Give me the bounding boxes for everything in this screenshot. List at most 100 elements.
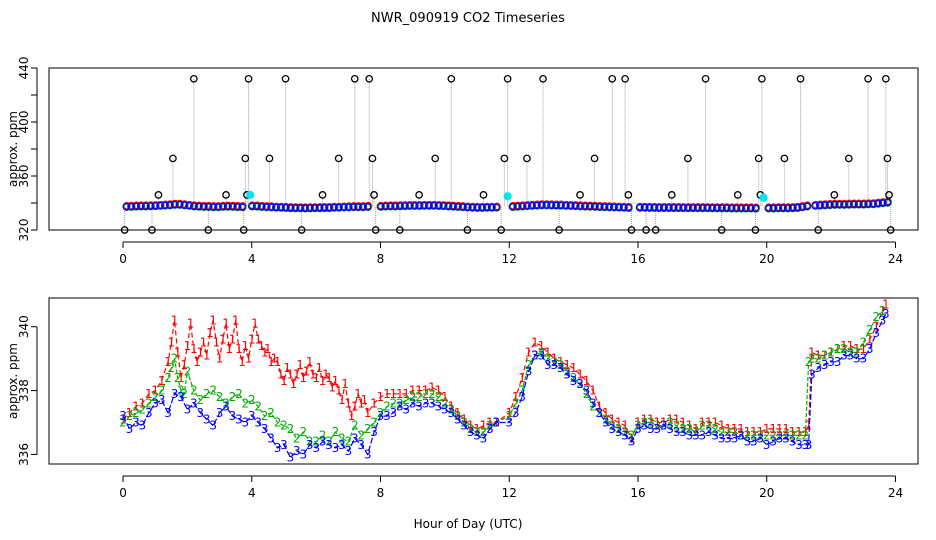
- series-point-1: 1: [261, 345, 269, 359]
- series-line-2: [122, 310, 884, 443]
- raw-point: [624, 203, 633, 212]
- raw-point: [439, 202, 448, 210]
- raw-point: [325, 204, 333, 212]
- series-point-3: 3: [847, 348, 855, 362]
- raw-point: [161, 201, 169, 210]
- series-point-2: 2: [357, 428, 365, 442]
- series-point-2: 2: [737, 428, 745, 442]
- series-point-3: 3: [242, 416, 250, 430]
- outlier-point: [368, 154, 377, 163]
- series-point-1: 1: [583, 374, 591, 388]
- outlier-point: [334, 154, 343, 163]
- outlier-point: [651, 226, 660, 234]
- top-panel: 0 4 8 12 16 20 24 320 360 400 440 approx. ppm: [6, 57, 919, 266]
- raw-point: [815, 201, 824, 210]
- raw-point: [492, 203, 501, 212]
- series-point-2: 2: [718, 425, 726, 439]
- raw-point: [722, 204, 731, 212]
- series-point-3: 3: [615, 425, 623, 439]
- series-point-1: 1: [853, 342, 861, 356]
- outlier-point: [350, 74, 359, 83]
- series-point-2: 2: [145, 396, 153, 410]
- series-point-2: 2: [705, 419, 713, 433]
- series-point-2: 2: [435, 390, 443, 404]
- raw-point: [585, 202, 594, 211]
- series-point-3: 3: [190, 396, 198, 410]
- series-point-2: 2: [119, 416, 127, 430]
- series-point-2: 2: [473, 425, 481, 439]
- series-point-1: 1: [538, 339, 546, 353]
- series-point-2: 2: [209, 384, 217, 398]
- raw-point: [508, 202, 517, 211]
- series-point-2: 2: [621, 425, 629, 439]
- raw-point: [405, 201, 414, 210]
- series-point-1: 1: [647, 412, 655, 426]
- series-point-3: 3: [396, 400, 404, 414]
- series-point-1: 1: [402, 387, 410, 401]
- series-point-1: 1: [309, 368, 317, 382]
- outlier-point: [154, 191, 163, 199]
- series-point-2: 2: [583, 387, 591, 401]
- series-point-1: 1: [167, 336, 175, 350]
- series-point-1: 1: [370, 396, 378, 410]
- series-point-2: 2: [789, 428, 797, 442]
- raw-point: [301, 204, 309, 213]
- raw-point: [669, 204, 678, 212]
- raw-point: [825, 201, 834, 209]
- raw-point: [883, 198, 892, 207]
- series-point-2: 2: [679, 422, 687, 436]
- series-point-2: 2: [834, 342, 842, 356]
- series-point-1: 1: [686, 419, 694, 433]
- series-point-1: 1: [512, 390, 520, 404]
- outlier-point: [684, 154, 692, 163]
- outlier-point: [120, 226, 129, 234]
- series-point-3: 3: [544, 358, 552, 372]
- outlier-point: [780, 154, 789, 163]
- series-point-3: 3: [287, 451, 295, 465]
- raw-point: [693, 204, 702, 212]
- series-point-1: 1: [505, 406, 513, 420]
- series-point-3: 3: [319, 435, 327, 449]
- series-point-3: 3: [608, 422, 616, 436]
- series-point-2: 2: [190, 384, 198, 398]
- series-point-1: 1: [254, 333, 262, 347]
- series-point-3: 3: [493, 416, 501, 430]
- raw-point: [463, 203, 472, 212]
- series-point-3: 3: [563, 368, 571, 382]
- series-point-2: 2: [364, 422, 372, 436]
- bottom-x-tick-label: 8: [377, 486, 385, 500]
- raw-point: [424, 201, 433, 210]
- series-point-1: 1: [847, 339, 855, 353]
- series-point-3: 3: [596, 406, 604, 420]
- series-point-3: 3: [879, 313, 887, 327]
- series-point-2: 2: [196, 393, 204, 407]
- raw-point: [614, 203, 623, 212]
- outlier-point: [222, 191, 230, 199]
- series-point-1: 1: [814, 348, 822, 362]
- top-plot-frame: [48, 67, 919, 231]
- series-point-1: 1: [177, 371, 185, 385]
- series-point-3: 3: [338, 438, 346, 452]
- raw-point: [640, 203, 649, 212]
- series-point-1: 1: [805, 419, 813, 433]
- series-point-1: 1: [782, 422, 790, 436]
- outlier-point: [463, 226, 472, 234]
- series-point-1: 1: [396, 387, 404, 401]
- series-point-2: 2: [222, 396, 230, 410]
- raw-point: [547, 201, 555, 210]
- outlier-point: [297, 226, 306, 234]
- raw-point: [590, 202, 599, 211]
- series-point-1: 1: [872, 320, 880, 334]
- series-line-1: [122, 304, 887, 440]
- series-point-1: 1: [634, 416, 642, 430]
- raw-point: [127, 202, 135, 211]
- series-point-3: 3: [853, 352, 861, 366]
- raw-point: [453, 202, 462, 211]
- raw-point: [262, 203, 271, 211]
- series-point-3: 3: [589, 396, 597, 410]
- series-point-3: 3: [119, 409, 127, 423]
- series-point-2: 2: [167, 361, 175, 375]
- raw-point: [218, 202, 227, 211]
- series-point-1: 1: [441, 390, 449, 404]
- raw-point: [619, 203, 628, 212]
